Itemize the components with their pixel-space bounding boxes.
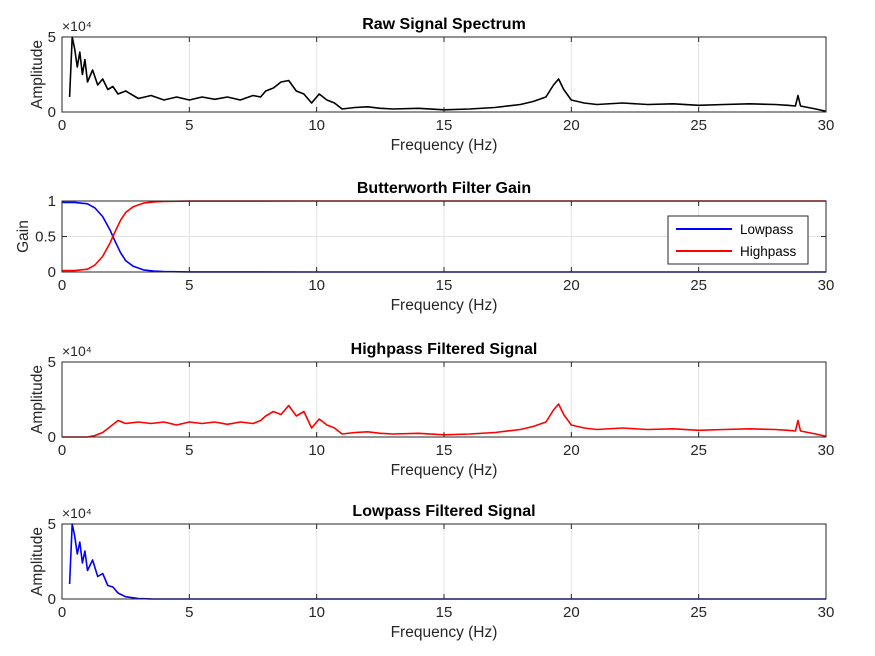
y-axis-label: Amplitude [29, 527, 46, 596]
y-tick-label: 5 [48, 29, 56, 46]
subplot-2: 0 5 10 15 20 25 30 0 0.5 1 Butterworth Filter Gain… [15, 180, 834, 314]
y-exponent-label: ×10⁴ [62, 505, 92, 521]
x-tick-label: 25 [690, 442, 707, 459]
x-tick-label: 0 [58, 604, 66, 621]
x-axis-label: Frequency (Hz) [391, 137, 498, 154]
x-tick-label: 20 [563, 117, 580, 134]
legend-label: Lowpass [740, 222, 794, 237]
x-tick-label: 15 [436, 442, 453, 459]
subplot-4: 0 5 10 15 20 25 30 0 5 ×10⁴ Lowpass Filtered Signa… [29, 503, 834, 641]
x-tick-label: 10 [308, 277, 325, 294]
x-tick-label: 15 [436, 277, 453, 294]
y-tick-label: 0 [48, 104, 56, 121]
x-tick-label: 30 [818, 117, 835, 134]
x-axis-label: Frequency (Hz) [391, 462, 498, 479]
x-tick-label: 15 [436, 117, 453, 134]
x-axis-label: Frequency (Hz) [391, 297, 498, 314]
y-tick-label: 0.5 [35, 229, 56, 246]
y-tick-label: 0 [48, 591, 56, 608]
x-tick-label: 5 [185, 277, 193, 294]
legend-box [667, 215, 809, 265]
subplot-title: Highpass Filtered Signal [351, 341, 538, 358]
x-tick-label: 0 [58, 117, 66, 134]
subplot-title: Raw Signal Spectrum [362, 16, 526, 33]
x-tick-label: 25 [690, 604, 707, 621]
y-axis-label: Amplitude [29, 365, 46, 434]
legend-label: Highpass [740, 244, 797, 259]
subplot-title: Lowpass Filtered Signal [352, 503, 535, 520]
subplot-title: Butterworth Filter Gain [357, 180, 531, 197]
y-axis-label: Gain [15, 220, 32, 253]
series-line [68, 36, 827, 113]
y-tick-label: 5 [48, 354, 56, 371]
y-tick-label: 0 [48, 429, 56, 446]
x-tick-label: 20 [563, 442, 580, 459]
y-exponent-label: ×10⁴ [62, 18, 92, 34]
x-tick-label: 10 [308, 117, 325, 134]
x-tick-label: 5 [185, 604, 193, 621]
subplot-3: 0 5 10 15 20 25 30 0 5 ×10⁴ Highpass Filtered Sign… [29, 341, 834, 479]
series-line [62, 403, 827, 438]
subplot-1: 0 5 10 15 20 25 30 0 5 ×10⁴ Raw Signal Spectrum Fre… [29, 16, 834, 154]
y-exponent-label: ×10⁴ [62, 343, 92, 359]
y-tick-label: 5 [48, 516, 56, 533]
x-tick-label: 15 [436, 604, 453, 621]
y-axis-label: Amplitude [29, 40, 46, 109]
y-tick-label: 0 [48, 264, 56, 281]
x-tick-label: 5 [185, 117, 193, 134]
legend: Lowpass Highpass [667, 215, 809, 265]
x-tick-label: 30 [818, 277, 835, 294]
x-tick-label: 5 [185, 442, 193, 459]
x-tick-label: 25 [690, 277, 707, 294]
x-tick-label: 30 [818, 442, 835, 459]
x-tick-label: 10 [308, 442, 325, 459]
x-axis-label: Frequency (Hz) [391, 624, 498, 641]
x-tick-label: 20 [563, 277, 580, 294]
x-tick-label: 30 [818, 604, 835, 621]
x-tick-label: 0 [58, 442, 66, 459]
x-tick-label: 0 [58, 277, 66, 294]
x-tick-label: 25 [690, 117, 707, 134]
x-tick-label: 20 [563, 604, 580, 621]
y-tick-label: 1 [48, 193, 56, 210]
x-tick-label: 10 [308, 604, 325, 621]
